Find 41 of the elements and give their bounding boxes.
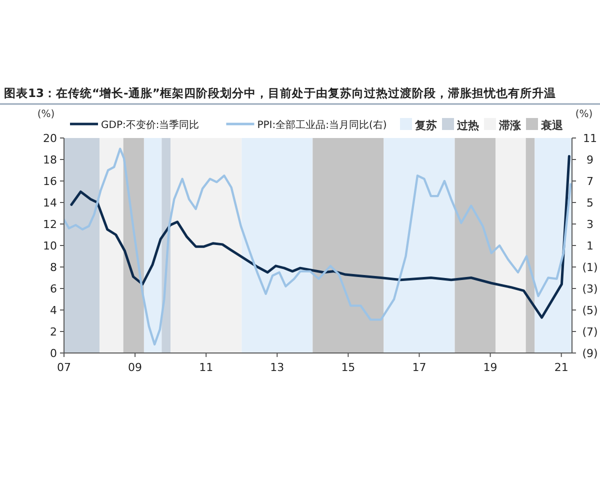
y2-tick-label: (3): [582, 282, 598, 296]
y-tick-label: 20: [43, 132, 57, 145]
y2-tick-label: (1): [582, 261, 598, 274]
y-tick-label: 2: [50, 326, 57, 338]
y2-tick-label: 3: [586, 218, 594, 231]
legend-label: PPI:全部工业品:当月同比(右): [257, 119, 387, 131]
y-tick-label: 4: [50, 304, 57, 317]
y-tick-label: 0: [50, 347, 57, 360]
y-tick-label: 16: [43, 175, 57, 188]
legend-label: 衰退: [540, 119, 564, 132]
chart-title: 图表13：在传统“增长-通胀”框架四阶段划分中，目前处于由复苏向过热过渡阶段，滞胀担忧也有所升温: [4, 86, 556, 100]
line-series: [70, 155, 570, 319]
y-tick-label: 6: [50, 282, 57, 296]
legend-label: 过热: [456, 119, 479, 132]
y2-tick-label: 1: [586, 240, 594, 252]
y2-tick-label: (9): [582, 347, 598, 360]
line-series: [64, 148, 572, 346]
y2-tick-label: 9: [586, 154, 594, 166]
x-tick-label: 15: [341, 361, 356, 374]
x-tick-label: 07: [57, 361, 71, 374]
y2-tick-label: 7: [586, 175, 594, 188]
x-tick-label: 19: [483, 361, 498, 374]
x-tick-label: 21: [554, 361, 568, 374]
y-tick-label: 8: [50, 261, 57, 274]
y2-axis-title: (%): [575, 109, 593, 120]
y2-tick-label: (5): [582, 304, 598, 317]
legend-label: GDP:不变价:当季同比: [101, 119, 200, 131]
y2-tick-label: (7): [582, 326, 598, 338]
y2-tick-label: 5: [586, 196, 594, 210]
x-tick-label: 11: [199, 361, 214, 374]
y-tick-label: 10: [43, 240, 57, 252]
y-tick-label: 14: [43, 196, 57, 210]
x-tick-label: 17: [412, 361, 426, 374]
y-tick-label: 12: [43, 218, 57, 231]
y2-tick-label: 11: [583, 132, 597, 145]
y-axis-title: (%): [37, 109, 55, 120]
legend-label: 滞涨: [498, 119, 522, 132]
x-tick-label: 13: [270, 361, 284, 374]
y-tick-label: 18: [43, 154, 57, 166]
x-tick-label: 09: [128, 361, 142, 374]
legend-label: 复苏: [414, 119, 437, 132]
